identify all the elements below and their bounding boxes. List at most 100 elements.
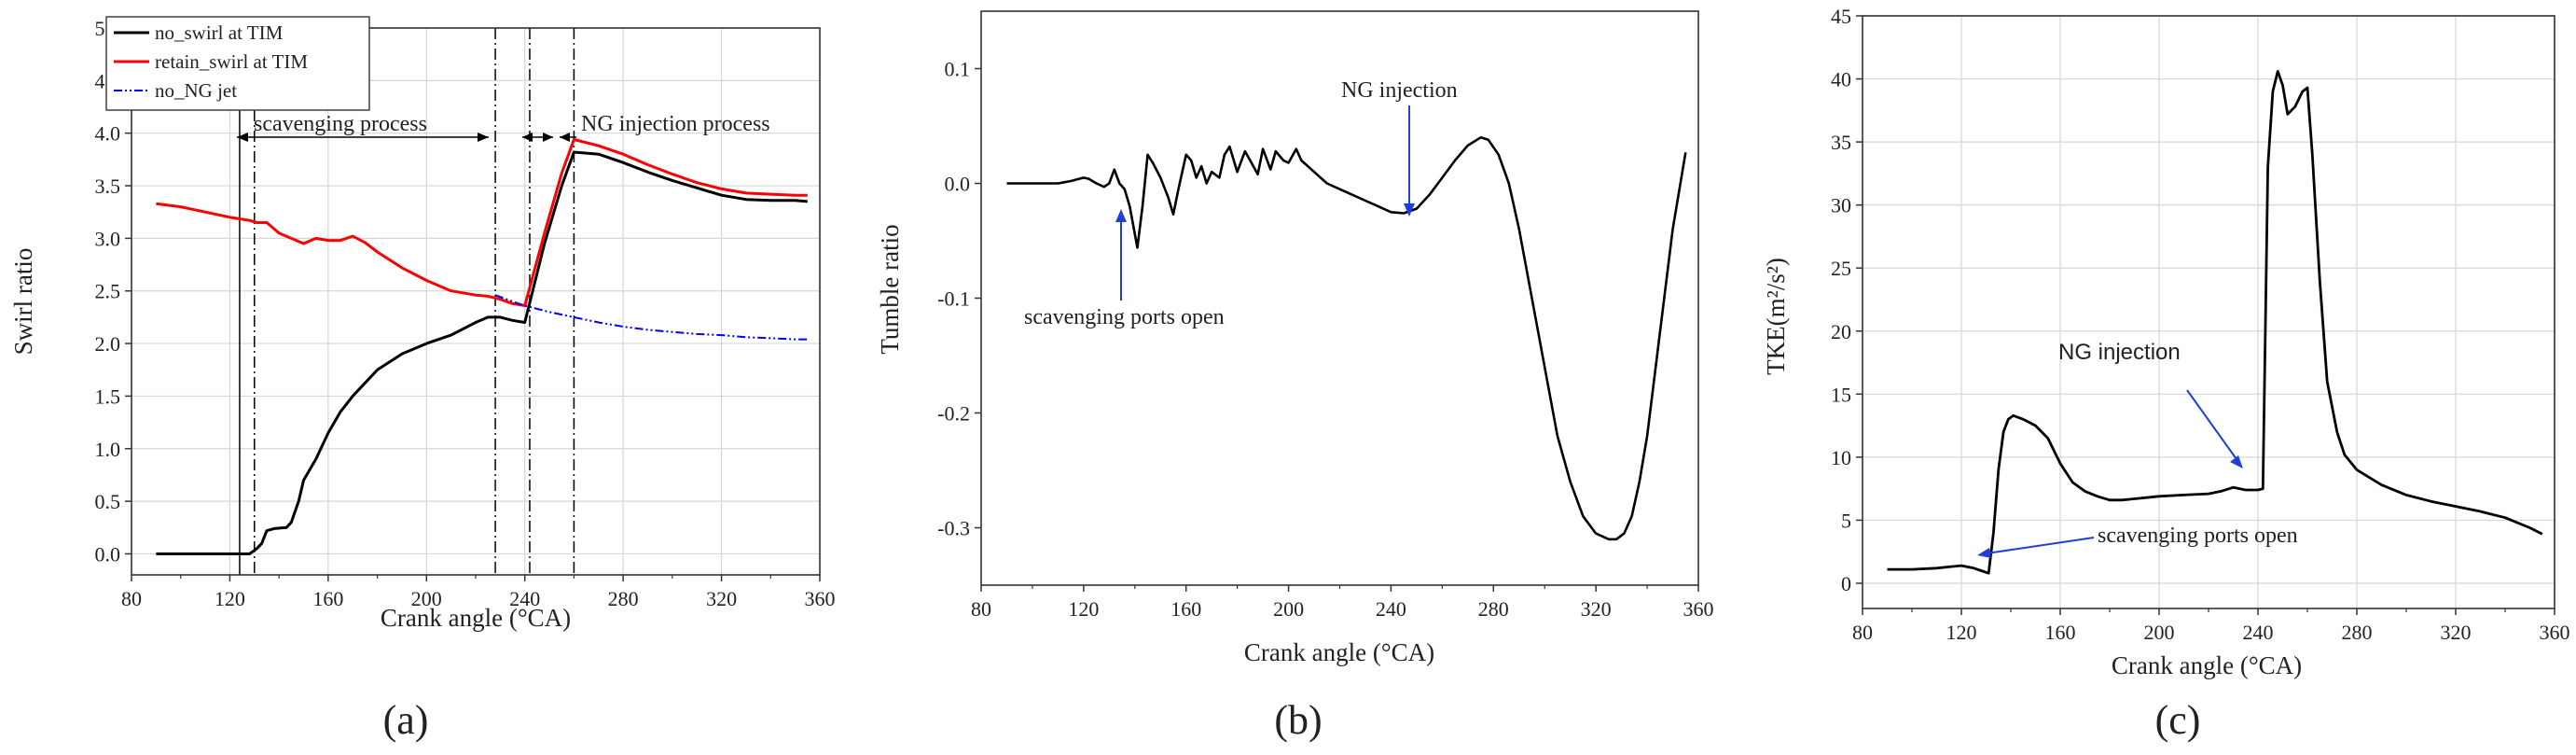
legend-item-no-swirl: no_swirl at TIM [114, 21, 284, 44]
legend-box [105, 16, 370, 111]
y-tick-label: 40 [1831, 68, 1851, 91]
y-axis-ticks: 0.00.51.01.52.02.53.03.54.04.55.0 [95, 17, 132, 566]
panel-label-c: (c) [2155, 697, 2201, 743]
y-tick-label: 0.0 [95, 542, 121, 566]
x-tick-label: 80 [1852, 621, 1873, 644]
legend-item-retain-swirl: retain_swirl at TIM [114, 50, 308, 73]
annotation-arrow [2186, 389, 2237, 460]
x-tick-label: 120 [1946, 621, 1977, 644]
x-tick-label: 200 [411, 587, 442, 610]
annotation-scavenging-process: scavenging process [254, 112, 427, 136]
x-tick-label: 320 [2441, 621, 2472, 644]
x-tick-label: 240 [509, 587, 540, 610]
y-tick-label: 0.0 [945, 173, 971, 196]
x-tick-label: 360 [1683, 597, 1714, 621]
grid [131, 27, 821, 575]
y-tick-label: 35 [1831, 131, 1851, 154]
legend-label-retain-swirl: retain_swirl at TIM [155, 50, 308, 73]
x-tick-label: 280 [1478, 597, 1509, 621]
x-tick-label: 160 [2045, 621, 2076, 644]
annotation-ng-injection-label: NG injection [2058, 340, 2181, 365]
arrowhead [2230, 455, 2243, 468]
x-axis-title: Crank angle (°CA) [381, 604, 571, 632]
grid [1862, 15, 2555, 608]
y-axis-title: Swirl ratio [9, 248, 37, 356]
x-tick-label: 80 [971, 597, 991, 621]
y-axis-title: Tumble ratio [876, 224, 904, 354]
y-tick-label: 30 [1831, 194, 1851, 217]
y-tick-label: 0.1 [945, 58, 971, 81]
arrowhead [478, 133, 489, 142]
x-tick-label: 320 [1581, 597, 1612, 621]
legend: no_swirl at TIM retain_swirl at TIM no_N… [105, 16, 370, 111]
y-tick-label: -0.1 [937, 287, 970, 311]
annotation-ng-injection-process: NG injection process [581, 112, 770, 136]
x-tick-label: 240 [1376, 597, 1406, 621]
x-tick-label: 240 [2243, 621, 2274, 644]
series-line-no-ng-jet [494, 294, 808, 341]
x-axis-title: Crank angle (°CA) [1244, 638, 1434, 666]
series-group [1887, 70, 2543, 575]
panel-label-a: (a) [383, 697, 429, 743]
annotation-ng-injection: NG injection [2058, 340, 2243, 468]
x-axis-ticks: 80 120 160 200 240 280 320 360 [121, 575, 836, 610]
y-tick-label: 2.5 [95, 280, 121, 303]
y-axis-title: TKE(m²/s²) [1762, 258, 1790, 375]
y-tick-label: 45 [1831, 5, 1851, 28]
y-axis-ticks: -0.3 -0.2 -0.1 0.0 0.1 [937, 58, 981, 540]
annotation-arrow [1986, 537, 2095, 554]
legend-label-no-ng-jet: no_NG jet [155, 79, 237, 102]
y-axis-ticks: 0 5 10 15 20 25 30 35 40 45 [1831, 5, 1863, 595]
x-tick-label: 160 [1170, 597, 1201, 621]
x-tick-label: 360 [805, 587, 836, 610]
y-tick-label: 25 [1831, 257, 1851, 280]
y-tick-label: 1.0 [95, 438, 121, 461]
y-tick-label: 1.5 [95, 384, 121, 408]
arrowhead [1115, 209, 1127, 222]
x-tick-label: 280 [2342, 621, 2373, 644]
x-axis-ticks: 80 120 160 200 240 280 320 360 [1852, 608, 2570, 644]
x-tick-label: 200 [2144, 621, 2175, 644]
y-tick-label: -0.3 [937, 517, 970, 540]
y-tick-label: 15 [1831, 383, 1851, 406]
x-tick-label: 200 [1273, 597, 1304, 621]
process-annotations: scavenging process NG injection process [237, 112, 770, 142]
x-tick-label: 360 [2540, 621, 2570, 644]
arrowhead [1977, 548, 1991, 558]
arrowhead [522, 133, 533, 142]
y-tick-label: 0.5 [95, 490, 121, 513]
arrowhead [543, 133, 553, 142]
legend-item-no-ng-jet: no_NG jet [114, 79, 237, 102]
x-tick-label: 280 [608, 587, 639, 610]
y-tick-label: 3.5 [95, 175, 121, 198]
x-axis-title: Crank angle (°CA) [2112, 651, 2302, 679]
x-tick-label: 120 [1068, 597, 1099, 621]
legend-label-no-swirl: no_swirl at TIM [155, 21, 284, 44]
panel-c: 80 120 160 200 240 280 320 360 0 5 10 15 20 25 30 35 40… [1762, 5, 2570, 743]
annotation-ng-injection: NG injection [1341, 78, 1458, 217]
plot-frame [1862, 15, 2555, 609]
x-tick-label: 160 [312, 587, 343, 610]
plot-frame [980, 10, 1699, 586]
series-line-tumble-ratio [1006, 136, 1687, 541]
y-tick-label: 0 [1841, 572, 1851, 595]
y-tick-label: -0.2 [937, 402, 970, 426]
x-tick-label: 80 [121, 587, 142, 610]
y-tick-label: 3.0 [95, 227, 121, 250]
y-tick-label: 5 [1841, 509, 1851, 532]
series-line-tke [1887, 70, 2543, 575]
arrowhead [1404, 203, 1415, 217]
x-tick-label: 320 [706, 587, 737, 610]
series-line-retain-swirl [156, 138, 808, 307]
annotation-ng-injection-label: NG injection [1341, 78, 1458, 103]
panel-a: 80 120 160 200 240 280 320 360 0.0 0.5 1.0 1.5 2.0 2… [9, 16, 836, 743]
annotation-scavenging-ports-label: scavenging ports open [2098, 524, 2298, 548]
y-tick-label: 2.0 [95, 332, 121, 356]
annotation-scavenging-ports-open: scavenging ports open [1977, 524, 2298, 558]
series-group [156, 138, 808, 555]
y-tick-label: 10 [1831, 446, 1851, 469]
marker-lines [239, 28, 575, 575]
arrowhead [560, 133, 570, 142]
y-tick-label: 4.0 [95, 122, 121, 146]
